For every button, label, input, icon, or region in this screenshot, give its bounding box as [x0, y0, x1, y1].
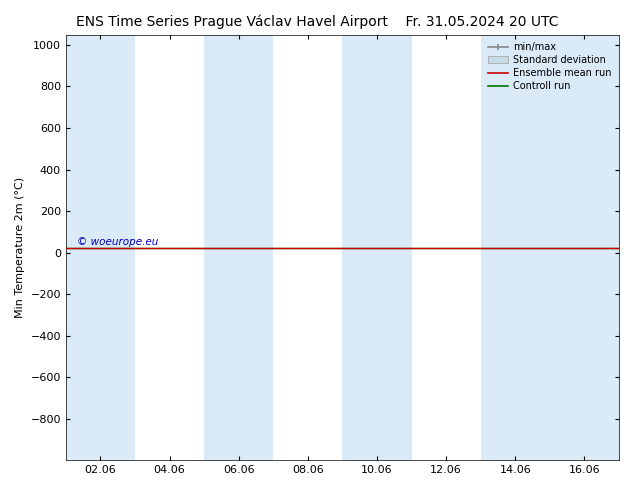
- Bar: [550, 35, 619, 460]
- Y-axis label: Min Temperature 2m (°C): Min Temperature 2m (°C): [15, 177, 25, 318]
- Legend: min/max, Standard deviation, Ensemble mean run, Controll run: min/max, Standard deviation, Ensemble me…: [486, 40, 614, 94]
- Text: © woeurope.eu: © woeurope.eu: [77, 237, 158, 247]
- Bar: [481, 35, 550, 460]
- Text: ENS Time Series Prague Václav Havel Airport    Fr. 31.05.2024 20 UTC: ENS Time Series Prague Václav Havel Airp…: [75, 15, 559, 29]
- Bar: [66, 35, 135, 460]
- Bar: [342, 35, 411, 460]
- Bar: [204, 35, 273, 460]
